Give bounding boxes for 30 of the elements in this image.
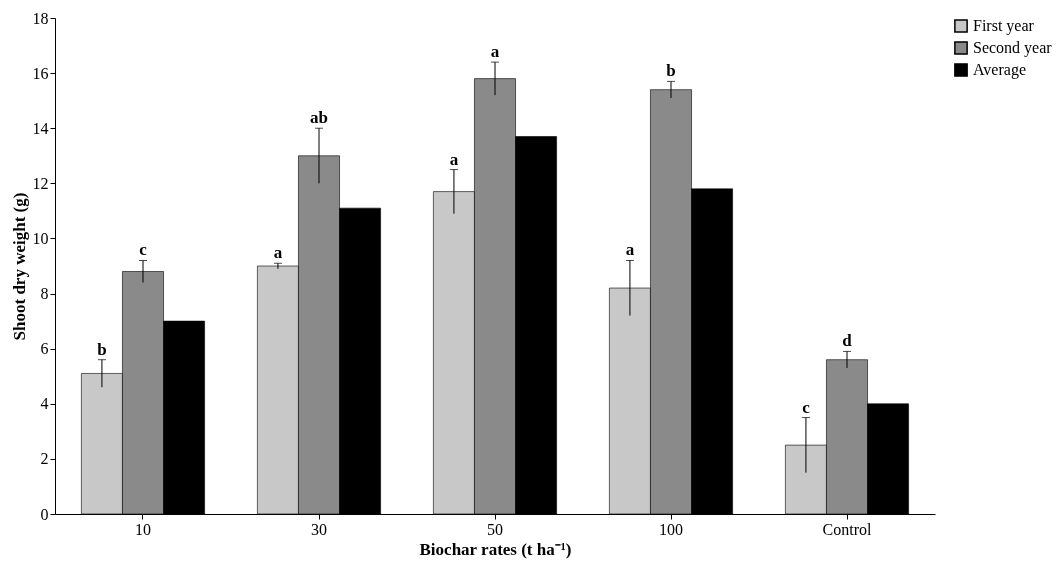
legend-label: Second year bbox=[973, 39, 1053, 57]
data-label: a bbox=[449, 149, 459, 169]
y-tick-label: 4 bbox=[40, 395, 49, 413]
data-label: b bbox=[97, 339, 107, 359]
y-tick-label: 14 bbox=[32, 119, 49, 137]
y-tick-label: 2 bbox=[40, 450, 49, 468]
data-label: a bbox=[625, 240, 635, 260]
y-axis-title: Shoot dry weight (g) bbox=[9, 192, 29, 341]
data-label: c bbox=[139, 240, 148, 260]
y-tick-label: 10 bbox=[32, 229, 49, 247]
data-label: b bbox=[666, 61, 676, 81]
y-tick-label: 12 bbox=[32, 174, 49, 192]
x-tick-label: 100 bbox=[659, 520, 683, 538]
data-label: c bbox=[802, 397, 811, 417]
legend-label: First year bbox=[973, 17, 1035, 35]
y-tick-label: 0 bbox=[40, 505, 49, 523]
legend-label: Average bbox=[973, 61, 1026, 79]
data-label: a bbox=[490, 42, 500, 62]
y-tick-label: 16 bbox=[32, 64, 49, 82]
data-label: d bbox=[842, 331, 853, 351]
x-tick-label: 10 bbox=[135, 520, 151, 538]
x-tick-label: 50 bbox=[487, 520, 503, 538]
x-axis-title: Biochar rates (t ha⁻¹) bbox=[419, 539, 572, 559]
data-label: a bbox=[273, 243, 283, 263]
data-label: ab bbox=[310, 108, 328, 128]
y-tick-label: 6 bbox=[40, 340, 49, 358]
y-tick-label: 18 bbox=[32, 9, 49, 27]
x-tick-label: Control bbox=[822, 520, 872, 538]
x-tick-label: 30 bbox=[311, 520, 327, 538]
y-tick-label: 8 bbox=[40, 285, 49, 303]
